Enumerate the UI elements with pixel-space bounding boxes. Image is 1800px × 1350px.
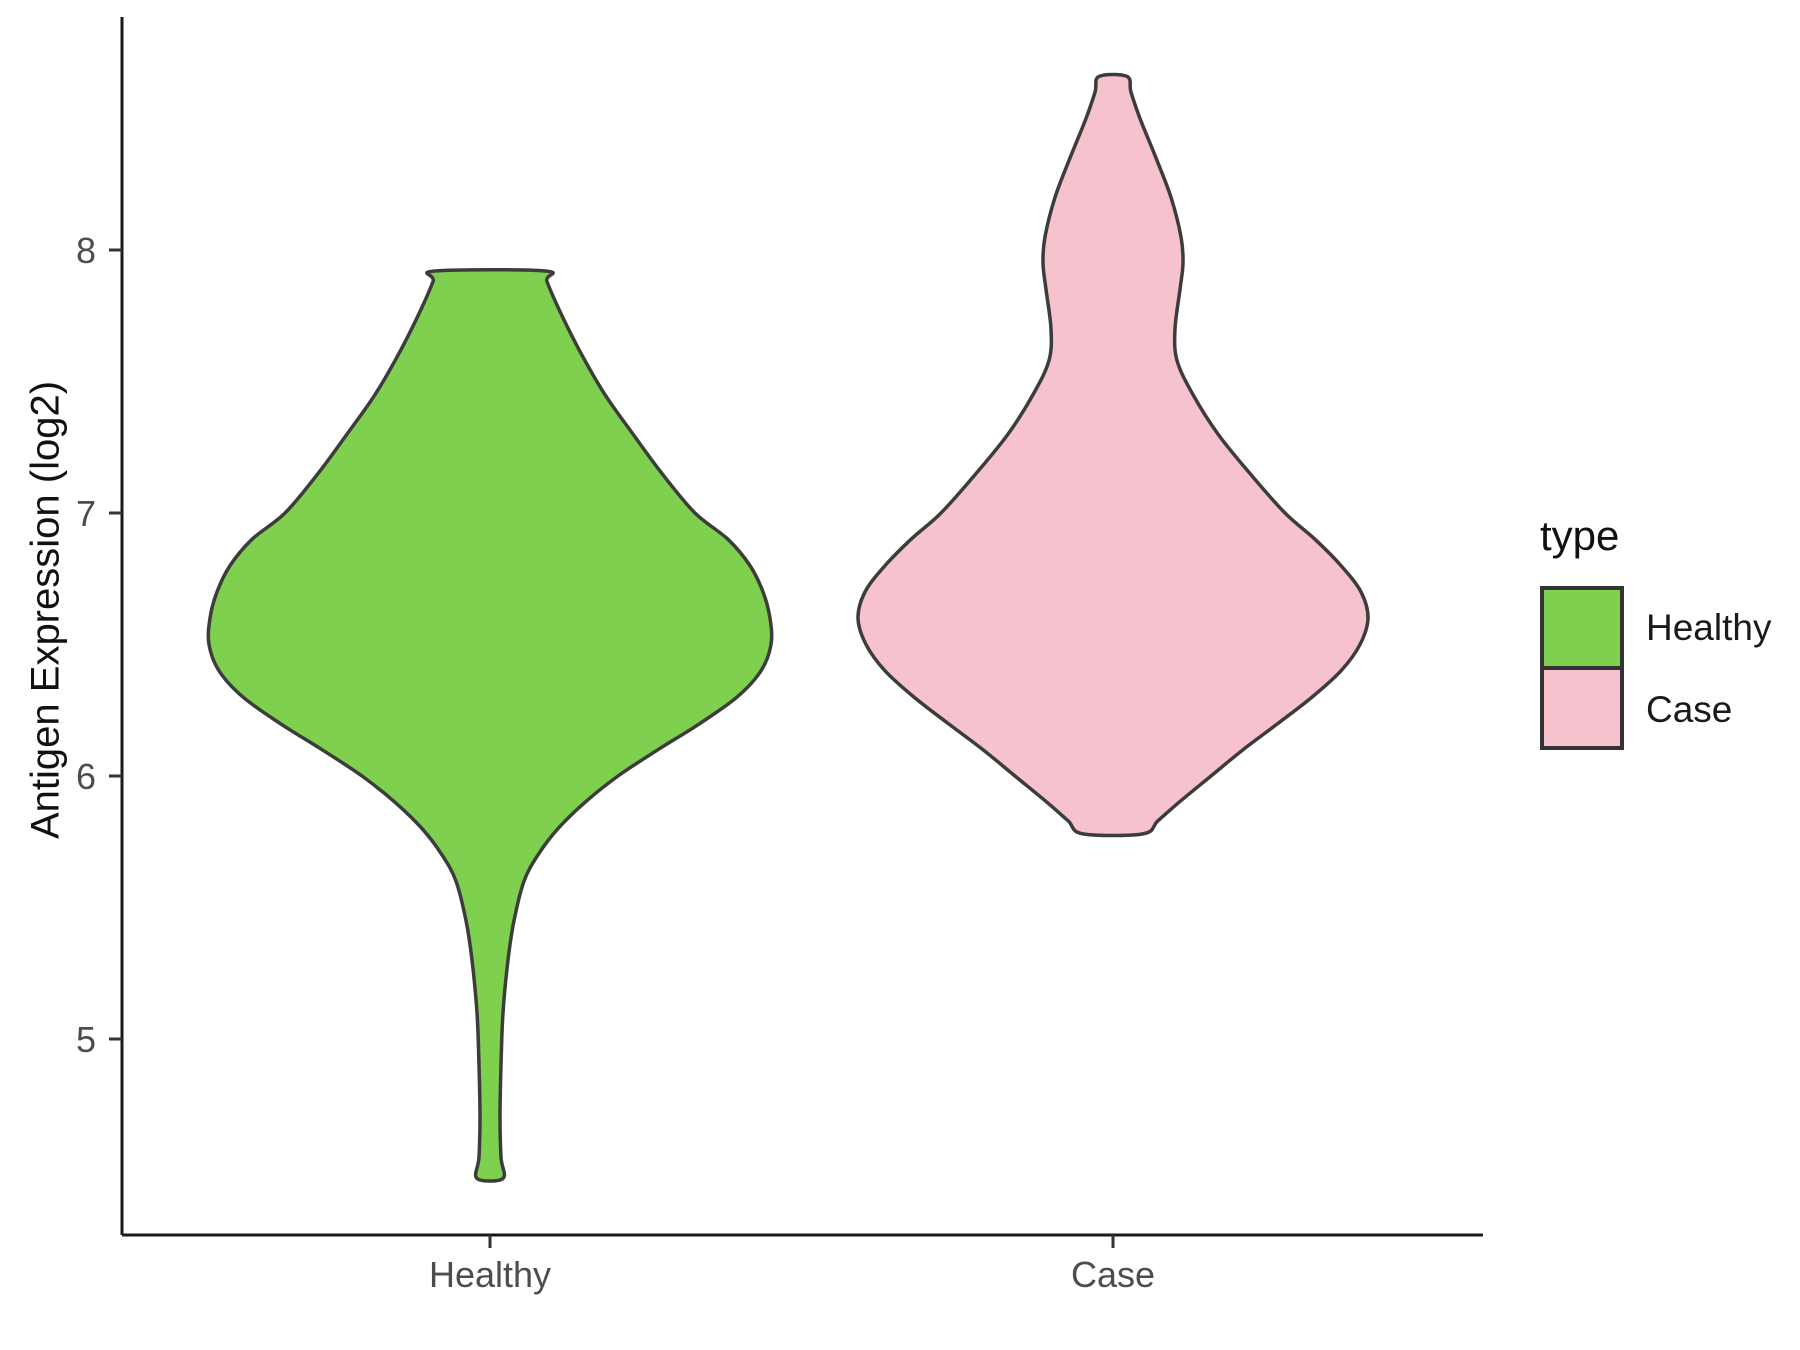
y-tick-label: 5 [76, 1019, 96, 1060]
legend-entry-healthy: Healthy [1540, 586, 1771, 670]
legend: type Healthy Case [1540, 512, 1771, 750]
legend-key-healthy-swatch [1540, 586, 1624, 670]
violin-case [856, 72, 1370, 838]
legend-key-case-swatch [1540, 666, 1624, 750]
y-axis-title: Antigen Expression (log2) [23, 380, 68, 840]
x-tick-label-healthy: Healthy [428, 1254, 552, 1295]
y-tick-label: 8 [76, 230, 96, 271]
legend-label-case: Case [1646, 689, 1733, 730]
legend-entry-case: Case [1540, 666, 1771, 750]
legend-label-healthy: Healthy [1646, 607, 1772, 648]
x-tick-label-case: Case [1070, 1254, 1156, 1295]
violin-healthy [206, 267, 774, 1183]
legend-title: type [1540, 512, 1620, 559]
y-tick-label: 6 [76, 756, 96, 797]
y-tick-label: 7 [76, 493, 96, 534]
